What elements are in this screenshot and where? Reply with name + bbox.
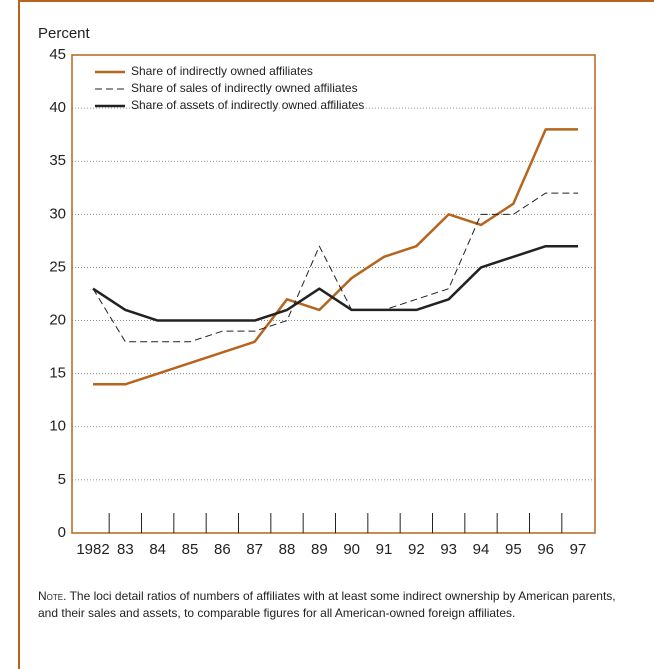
- legend-label: Share of sales of indirectly owned affil…: [131, 81, 358, 95]
- y-tick-label: 5: [58, 471, 66, 488]
- legend-label: Share of assets of indirectly owned affi…: [131, 98, 364, 112]
- y-tick-label: 30: [49, 205, 66, 222]
- x-tick-label: 87: [246, 541, 263, 558]
- series-line: [93, 128, 578, 386]
- y-tick-label: 0: [58, 524, 66, 541]
- x-tick-label: 96: [537, 541, 554, 558]
- x-tick-label: 85: [182, 541, 199, 558]
- note-text: The loci detail ratios of numbers of aff…: [38, 589, 616, 620]
- x-tick-label: 92: [408, 541, 425, 558]
- x-tick-label: 1982: [76, 541, 109, 558]
- x-tick-label: 88: [279, 541, 296, 558]
- x-tick-label: 84: [149, 541, 166, 558]
- x-tick-label: 90: [343, 541, 360, 558]
- y-axis-label: Percent: [38, 25, 91, 42]
- x-tick-label: 91: [376, 541, 393, 558]
- y-tick-label: 15: [49, 365, 66, 382]
- y-tick-label: 35: [49, 152, 66, 169]
- x-tick-label: 93: [440, 541, 457, 558]
- x-tick-label: 97: [570, 541, 587, 558]
- x-tick-label: 94: [473, 541, 490, 558]
- y-tick-label: 10: [49, 418, 66, 435]
- x-tick-label: 83: [117, 541, 134, 558]
- series-line: [92, 244, 578, 322]
- x-tick-label: 95: [505, 541, 522, 558]
- y-tick-label: 45: [49, 46, 66, 63]
- plot-frame: [71, 54, 596, 534]
- x-tick-label: 89: [311, 541, 328, 558]
- y-tick-label: 40: [49, 99, 66, 116]
- series-line: [92, 192, 578, 343]
- x-tick-label: 86: [214, 541, 231, 558]
- y-tick-label: 20: [49, 312, 66, 329]
- y-tick-label: 25: [49, 258, 66, 275]
- note: Note. The loci detail ratios of numbers …: [38, 588, 618, 622]
- legend-label: Share of indirectly owned affiliates: [131, 64, 313, 78]
- note-label: Note.: [38, 589, 67, 603]
